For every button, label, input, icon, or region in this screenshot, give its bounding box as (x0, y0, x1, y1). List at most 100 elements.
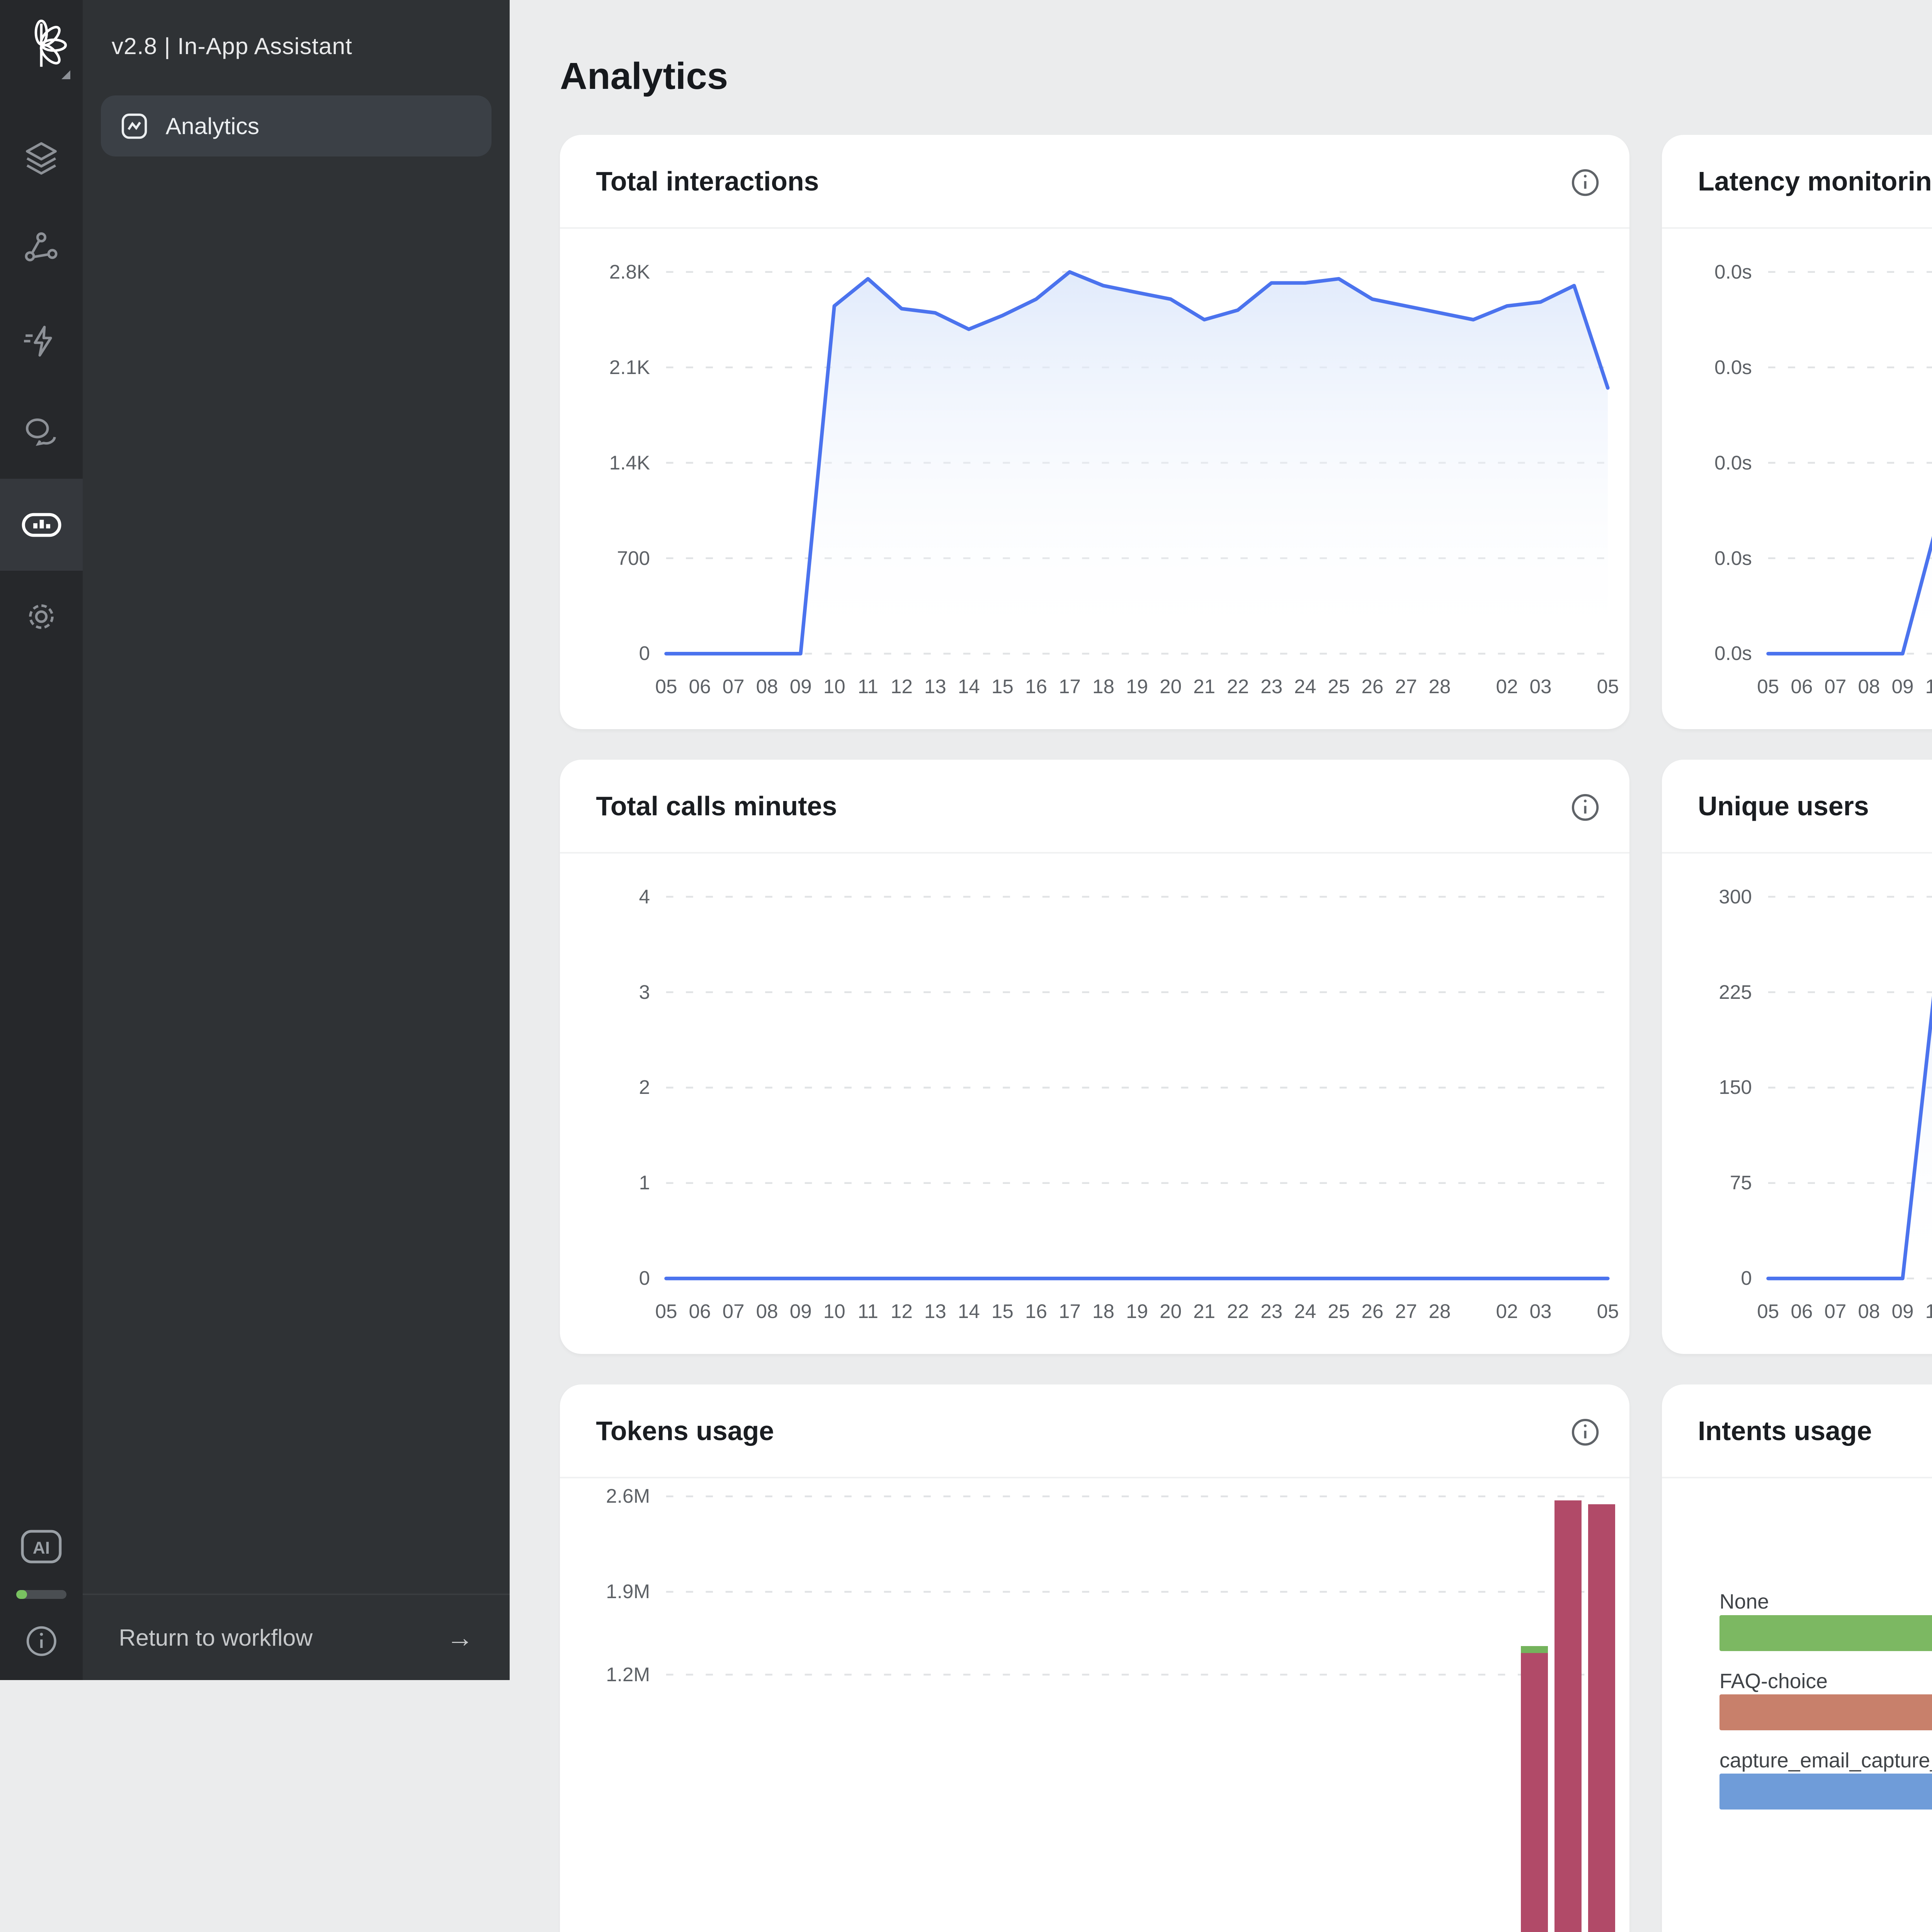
card-header: Latency monitoring (1662, 135, 1932, 229)
x-tick-label: 05 (1757, 1300, 1779, 1323)
sidebar-item-analytics[interactable]: Analytics (100, 95, 492, 157)
x-tick-label: 16 (1025, 1300, 1047, 1323)
y-tick-label: 1 (639, 1172, 650, 1194)
card-title: Unique users (1698, 791, 1869, 821)
x-tick-label: 06 (689, 675, 711, 698)
card-title: Intents usage (1698, 1415, 1872, 1446)
page-header: Analytics Feb 6 - Mar 6, 2025 (510, 0, 1932, 112)
intent-bar (1719, 1615, 1932, 1651)
x-tick-label: 07 (1824, 675, 1847, 698)
x-tick-label: 09 (1891, 1300, 1914, 1323)
y-tick-label: 0.0s (1714, 451, 1752, 474)
y-tick-label: 300 (1719, 885, 1752, 908)
x-tick-label: 11 (857, 675, 878, 698)
x-tick-label: 16 (1025, 675, 1047, 698)
bar-segment-crimson (1554, 1500, 1582, 1932)
x-tick-label: 23 (1260, 1300, 1283, 1323)
x-tick-label: 10 (823, 675, 845, 698)
y-tick-label: 75 (1730, 1172, 1752, 1194)
info-icon[interactable] (1570, 1417, 1600, 1447)
usage-meter-dot (16, 1590, 27, 1599)
x-tick-label: 28 (1429, 675, 1451, 698)
usage-meter (16, 1590, 67, 1599)
sidebar-rail-item-conversations[interactable] (0, 387, 83, 479)
sidebar-rail-item-automations[interactable] (0, 295, 83, 387)
x-tick-label: 17 (1059, 675, 1081, 698)
sidebar-rail-item-settings[interactable] (0, 571, 83, 663)
sidebar-rail-item-workflow[interactable] (0, 204, 83, 296)
x-tick-label: 24 (1294, 675, 1316, 698)
sidebar-info-icon[interactable] (24, 1624, 59, 1658)
x-tick-label: 12 (890, 1300, 913, 1323)
flower-logo-icon (34, 19, 67, 67)
x-tick-label: 23 (1260, 675, 1283, 698)
x-tick-label: 03 (1529, 1300, 1552, 1323)
x-tick-label: 14 (957, 1300, 980, 1323)
info-icon (26, 1626, 56, 1656)
x-tick-label: 03 (1529, 675, 1552, 698)
line-chart-total-interactions: 2.8K 2.1K 1.4K 700 0 05 06 07 08 09 10 11 12 13 14 15 16… (560, 229, 1629, 729)
x-tick-label: 18 (1092, 1300, 1115, 1323)
x-tick-label: 05 (1597, 1300, 1619, 1323)
card-title: Total interactions (596, 166, 819, 196)
x-tick-label: 20 (1160, 1300, 1182, 1323)
x-tick-label: 10 (1915, 1300, 1932, 1323)
x-tick-label: 05 (655, 675, 677, 698)
automations-icon (24, 326, 52, 357)
x-tick-label: 27 (1395, 675, 1417, 698)
intent-label: None (1719, 1590, 1769, 1614)
info-icon[interactable] (1570, 167, 1600, 198)
intent-bar (1719, 1694, 1932, 1730)
hbar-chart-intents-usage: None FAQ-choice capture_email_capture_hchg… (1662, 1478, 1932, 1932)
brand-logo-icon[interactable] (0, 0, 83, 90)
x-tick-label: 27 (1395, 1300, 1417, 1323)
y-tick-label: 150 (1719, 1076, 1752, 1099)
x-tick-label: 13 (924, 675, 946, 698)
x-tick-label: 14 (957, 675, 980, 698)
card-total-interactions: Total interactions 2.8K 2.1K 1.4K 700 0 05 06 0… (560, 135, 1630, 730)
card-header: Intents usage Descending (1662, 1384, 1932, 1478)
y-tick-label: 0 (639, 642, 650, 665)
y-tick-label: 2.6M (606, 1485, 650, 1507)
card-latency-monitoring: Latency monitoring 0.0s 0.0s 0.0s 0.0s 0.0s 0… (1662, 135, 1932, 730)
x-tick-label: 12 (890, 675, 913, 698)
card-title: Latency monitoring (1698, 166, 1932, 196)
bar-segment-green_cap (1520, 1646, 1548, 1653)
y-tick-label: 1.9M (606, 1580, 650, 1603)
layers-icon (26, 142, 57, 175)
card-header: Tokens usage (560, 1384, 1630, 1478)
x-tick-label: 09 (789, 675, 812, 698)
y-tick-label: 1.4K (609, 451, 650, 474)
x-tick-label: 25 (1328, 675, 1350, 698)
page-title: Analytics (560, 54, 728, 97)
y-tick-label: 225 (1719, 981, 1752, 1003)
return-to-workflow-button[interactable]: Return to workflow → (83, 1593, 510, 1680)
info-icon[interactable] (1570, 792, 1600, 823)
x-tick-label: 13 (924, 1300, 946, 1323)
conversations-icon (26, 418, 56, 446)
bar-segment-crimson (1588, 1504, 1615, 1932)
icon-rail: AI (0, 0, 83, 1680)
y-tick-label: 2.8K (609, 260, 650, 283)
y-tick-label: 2 (639, 1076, 650, 1099)
x-tick-label: 08 (1858, 675, 1880, 698)
sidebar-rail-item-analytics[interactable] (0, 479, 83, 571)
workspace-title: v2.8 | In-App Assistant (111, 32, 352, 59)
x-tick-label: 20 (1160, 675, 1182, 698)
x-tick-label: 06 (1791, 675, 1813, 698)
x-tick-label: 21 (1193, 675, 1216, 698)
svg-text:AI: AI (33, 1539, 50, 1558)
x-tick-label: 02 (1496, 675, 1518, 698)
bar-segment-crimson (1520, 1653, 1548, 1932)
y-tick-label: 0 (639, 1267, 650, 1289)
ai-badge-icon: AI (21, 1530, 62, 1563)
x-tick-label: 24 (1294, 1300, 1316, 1323)
sidebar-rail-item-layers[interactable] (0, 112, 83, 204)
ai-badge-icon[interactable]: AI (20, 1529, 63, 1565)
card-header: Unique users (1662, 760, 1932, 854)
x-tick-label: 11 (857, 1300, 878, 1323)
chart-canvas (666, 1495, 1608, 1675)
card-header: Total calls minutes (560, 760, 1630, 854)
analytics-line-icon (121, 113, 147, 139)
settings-icon (29, 604, 54, 629)
